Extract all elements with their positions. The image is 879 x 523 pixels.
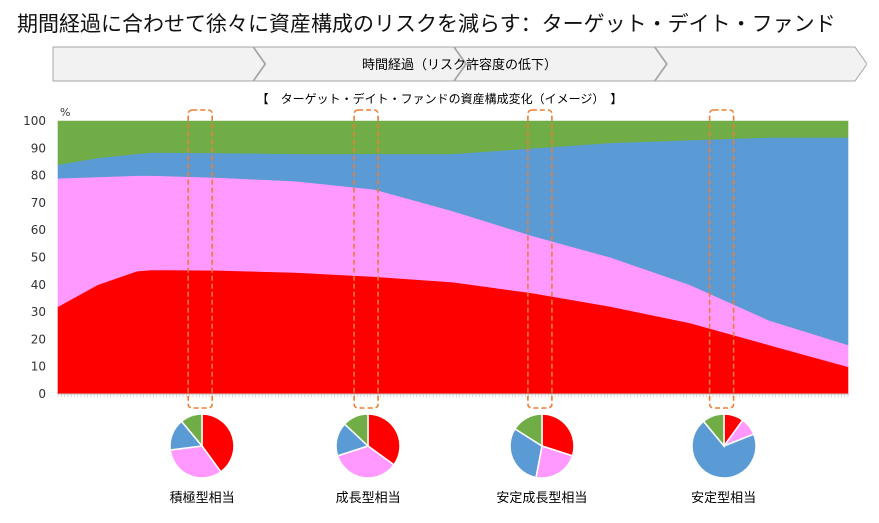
pie-chart bbox=[335, 413, 401, 479]
timeline-label: 時間経過（リスク許容度の低下） bbox=[361, 58, 557, 73]
y-tick-label: 100 bbox=[23, 114, 46, 128]
pie-slice bbox=[336, 445, 396, 479]
y-unit-label: % bbox=[60, 106, 70, 119]
page-title: 期間経過に合わせて徐々に資産構成のリスクを減らす：ターゲット・デイト・ファンド bbox=[17, 12, 836, 36]
highlight-box bbox=[353, 109, 379, 409]
pie-label: 安定型相当 bbox=[691, 491, 757, 506]
pie-slice bbox=[343, 413, 369, 448]
pie-chart bbox=[690, 413, 757, 479]
timeline-chevron bbox=[52, 46, 266, 82]
timeline-chevron bbox=[453, 46, 667, 82]
pie-slice bbox=[201, 413, 235, 473]
y-tick-label: 0 bbox=[38, 387, 46, 401]
pie-slice bbox=[367, 413, 401, 466]
timeline-chevron bbox=[654, 46, 868, 82]
pie-slice bbox=[513, 413, 543, 448]
pie-chart bbox=[169, 413, 235, 479]
pie-slice bbox=[535, 445, 574, 479]
timeline-arrow-bar: 時間経過（リスク許容度の低下） bbox=[52, 46, 868, 82]
stacked-area-chart: % 0 10 20 30 40 50 60 70 80 90 100 bbox=[23, 106, 849, 409]
y-tick-label: 80 bbox=[31, 169, 46, 183]
pie-label: 積極型相当 bbox=[169, 491, 235, 506]
pie-slice bbox=[169, 445, 223, 479]
chart-title: 【 ターゲット・デイト・ファンドの資産構成変化（イメージ） 】 bbox=[256, 92, 623, 106]
area-series-4 bbox=[57, 120, 849, 166]
highlight-box bbox=[527, 109, 553, 409]
y-tick-label: 70 bbox=[31, 196, 46, 210]
y-tick-label: 30 bbox=[31, 305, 46, 319]
timeline-arrows bbox=[52, 46, 868, 82]
highlight-box bbox=[187, 109, 213, 409]
y-tick-label: 90 bbox=[31, 141, 46, 155]
y-tick-label: 50 bbox=[31, 251, 46, 265]
pie-chart bbox=[509, 413, 575, 479]
pie-label: 成長型相当 bbox=[335, 491, 401, 506]
y-tick-label: 40 bbox=[31, 278, 46, 292]
pie-slice bbox=[541, 413, 575, 457]
y-tick-label: 10 bbox=[31, 360, 46, 374]
pie-slice bbox=[690, 420, 757, 479]
pie-slice bbox=[702, 413, 725, 449]
y-tick-label: 60 bbox=[31, 223, 46, 237]
highlight-box bbox=[708, 109, 735, 409]
pie-slice bbox=[180, 413, 203, 449]
y-tick-label: 20 bbox=[31, 332, 46, 346]
pie-label: 安定成長型相当 bbox=[496, 491, 588, 506]
timeline-chevron bbox=[252, 46, 467, 82]
